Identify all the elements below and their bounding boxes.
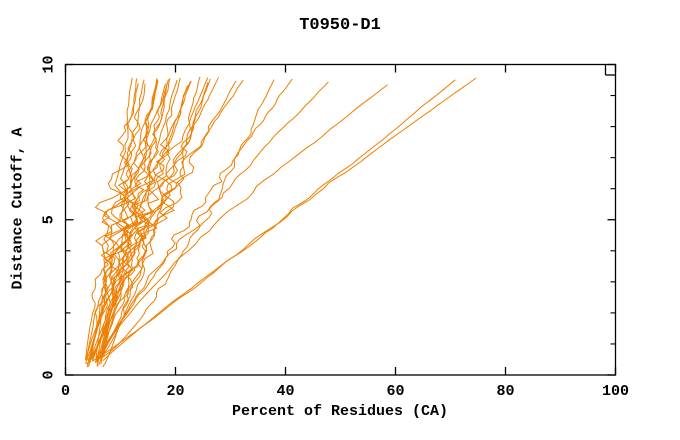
svg-text:100: 100 bbox=[602, 383, 629, 400]
svg-text:40: 40 bbox=[276, 383, 294, 400]
svg-text:20: 20 bbox=[166, 383, 184, 400]
svg-text:0: 0 bbox=[61, 383, 70, 400]
svg-text:10: 10 bbox=[40, 55, 57, 73]
svg-text:80: 80 bbox=[496, 383, 514, 400]
svg-text:60: 60 bbox=[386, 383, 404, 400]
svg-text:5: 5 bbox=[40, 215, 57, 224]
svg-text:0: 0 bbox=[40, 370, 57, 379]
